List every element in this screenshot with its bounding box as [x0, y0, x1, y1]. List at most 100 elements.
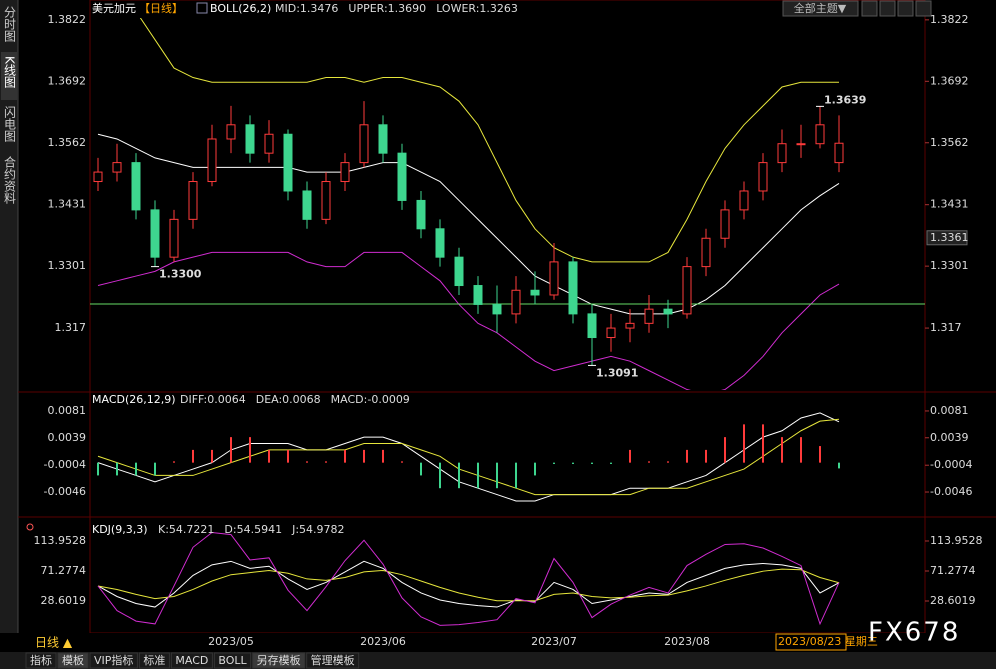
legend-entry: K:54.7221 [158, 523, 214, 536]
candle-body [397, 152, 407, 201]
indicator-line [97, 251, 840, 390]
y-tick-label: 0.0039 [930, 431, 969, 444]
y-tick-label: 71.2774 [930, 564, 976, 577]
y-tick-label: 0.0081 [48, 404, 87, 417]
tab[interactable] [306, 652, 360, 669]
candle-body [834, 142, 844, 164]
sidebar-tab[interactable]: 分时图 [3, 6, 17, 42]
candle-body [682, 266, 692, 315]
candle-body [606, 327, 616, 339]
legend-entry: J:54.9782 [291, 523, 344, 536]
legend-entry: DIFF:0.0064 [180, 393, 246, 406]
annotation-label: 1.3639 [824, 93, 866, 106]
candle-body [264, 133, 274, 154]
candle-body [511, 289, 521, 315]
y-tick-label: 1.3562 [930, 136, 969, 149]
sidebar-active [1, 52, 17, 100]
tab[interactable] [25, 652, 57, 669]
period-selector[interactable]: 日线 ▲ [35, 636, 73, 650]
tab-label[interactable]: 模板 [62, 653, 84, 667]
legend-entry: DEA:0.0068 [256, 393, 321, 406]
candle-body [188, 181, 198, 220]
x-tick-label: 2023/07 [531, 635, 577, 648]
candle-body [739, 190, 749, 211]
date-box [775, 633, 847, 651]
y-tick-label: 1.3431 [930, 198, 969, 211]
candle-body [302, 190, 312, 220]
y-tick-label: 113.9528 [34, 534, 87, 547]
settings-icon[interactable] [26, 523, 34, 531]
candle-body [587, 313, 597, 339]
y-tick-label: 1.317 [55, 321, 87, 334]
candle-body [473, 285, 483, 305]
tab[interactable] [138, 652, 170, 669]
candle-body [93, 171, 103, 183]
indicator-line [97, 418, 840, 496]
period: 【日线】 [139, 1, 183, 15]
x-tick-label: 2023/05 [208, 635, 254, 648]
y-tick-label: 1.3431 [48, 198, 87, 211]
y-tick-label: 1.317 [930, 321, 962, 334]
legend-entry: MID:1.3476 [275, 2, 338, 15]
tab[interactable] [89, 652, 138, 669]
y-tick-label: 1.3692 [48, 74, 87, 87]
tab-label[interactable]: 另存模板 [257, 653, 301, 667]
tab[interactable] [57, 652, 89, 669]
icon[interactable] [196, 2, 208, 14]
current-date: 2023/08/23 星期三 [778, 635, 878, 648]
tab-label[interactable]: VIP指标 [94, 653, 133, 667]
candle-body [625, 322, 635, 329]
y-tick-label: 28.6019 [930, 594, 976, 607]
indicator-line [97, 412, 840, 502]
sidebar-tab[interactable]: 合约资料 [3, 155, 17, 204]
last-price-box [926, 230, 968, 246]
candle-body [131, 162, 141, 211]
candle-body [815, 124, 825, 145]
sidebar [0, 0, 18, 633]
y-tick-label: -0.0004 [44, 458, 86, 471]
candle-body [245, 124, 255, 154]
tab[interactable] [170, 652, 213, 669]
y-tick-label: 1.3301 [48, 259, 87, 272]
y-tick-label: 28.6019 [41, 594, 87, 607]
sidebar-tab[interactable]: K线图 [3, 56, 17, 88]
indicator-line [139, 18, 839, 263]
y-tick-label: 1.3562 [48, 136, 87, 149]
y-tick-label: -0.0046 [930, 485, 972, 498]
candle-body [720, 209, 730, 239]
theme-button[interactable] [782, 0, 859, 17]
indicator-line [97, 568, 840, 602]
annotation-label: 1.3300 [159, 268, 202, 281]
y-tick-label: 113.9528 [930, 534, 983, 547]
y-tick-label: 71.2774 [41, 564, 87, 577]
theme-button-label[interactable]: 全部主题▼ [794, 1, 847, 15]
candle-body [644, 308, 654, 324]
candle-body [530, 289, 540, 296]
tab[interactable] [213, 652, 252, 669]
tab-label[interactable]: 管理模板 [311, 653, 355, 667]
candle-body [321, 181, 331, 220]
candle-body [796, 143, 806, 146]
candle-body [663, 308, 673, 315]
annotation-label: 1.3091 [596, 366, 638, 379]
tab-label[interactable]: MACD [175, 654, 208, 667]
legend-entry: UPPER:1.3690 [348, 2, 426, 15]
indicator-name: MACD(26,12,9) [92, 393, 176, 406]
candle-body [454, 256, 464, 287]
y-tick-label: 1.3692 [930, 74, 969, 87]
candle-body [283, 133, 293, 192]
candle-body [568, 261, 578, 315]
indicator-name: KDJ(9,3,3) [92, 523, 148, 536]
legend-entry: D:54.5941 [224, 523, 282, 536]
tab[interactable] [252, 652, 306, 669]
legend-entry: MACD:-0.0009 [331, 393, 410, 406]
tab-label[interactable]: BOLL [218, 654, 247, 667]
candle-body [112, 162, 122, 173]
sidebar-tab[interactable]: 闪电图 [3, 106, 17, 142]
legend-entry: LOWER:1.3263 [436, 2, 518, 15]
panel [97, 531, 840, 626]
candle-body [150, 209, 160, 258]
tab-label[interactable]: 标准 [143, 653, 165, 667]
tab-label[interactable]: 指标 [30, 653, 52, 667]
